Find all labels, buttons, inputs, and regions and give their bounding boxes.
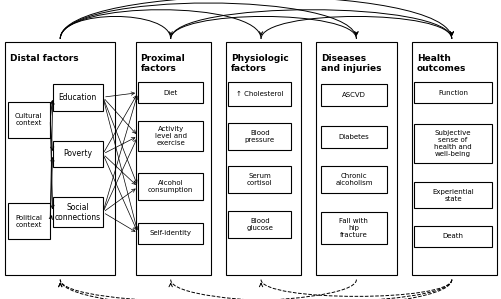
- Text: Subjective
sense of
health and
well-being: Subjective sense of health and well-bein…: [433, 130, 471, 157]
- Text: Proximal
factors: Proximal factors: [140, 54, 185, 73]
- FancyBboxPatch shape: [138, 121, 203, 151]
- Text: Serum
cortisol: Serum cortisol: [246, 173, 272, 186]
- FancyBboxPatch shape: [138, 173, 203, 200]
- FancyBboxPatch shape: [413, 182, 491, 208]
- FancyBboxPatch shape: [321, 166, 386, 193]
- Text: Alcohol
consumption: Alcohol consumption: [148, 180, 193, 193]
- Text: Political
context: Political context: [16, 215, 42, 228]
- FancyBboxPatch shape: [413, 226, 491, 247]
- FancyBboxPatch shape: [135, 42, 210, 275]
- Text: Distal factors: Distal factors: [10, 54, 79, 63]
- Text: Poverty: Poverty: [63, 150, 92, 158]
- FancyBboxPatch shape: [53, 141, 103, 167]
- Text: Self-identity: Self-identity: [149, 230, 191, 236]
- Text: ↑ Cholesterol: ↑ Cholesterol: [235, 91, 283, 97]
- FancyBboxPatch shape: [8, 102, 50, 138]
- Text: Education: Education: [59, 93, 97, 102]
- FancyBboxPatch shape: [228, 211, 291, 238]
- FancyBboxPatch shape: [411, 42, 496, 275]
- FancyBboxPatch shape: [225, 42, 301, 275]
- Text: Diabetes: Diabetes: [338, 134, 369, 140]
- FancyBboxPatch shape: [413, 124, 491, 163]
- FancyBboxPatch shape: [321, 212, 386, 244]
- Text: Death: Death: [442, 233, 462, 239]
- Text: Diseases
and injuries: Diseases and injuries: [321, 54, 381, 73]
- Text: Activity
level and
exercise: Activity level and exercise: [154, 126, 186, 146]
- FancyBboxPatch shape: [5, 42, 115, 275]
- Text: Physiologic
factors: Physiologic factors: [230, 54, 288, 73]
- FancyBboxPatch shape: [228, 166, 291, 193]
- Text: Fall with
hip
fracture: Fall with hip fracture: [339, 218, 368, 238]
- FancyBboxPatch shape: [53, 84, 103, 111]
- Text: Health
outcomes: Health outcomes: [416, 54, 465, 73]
- Text: Experiential
state: Experiential state: [431, 189, 473, 202]
- FancyBboxPatch shape: [8, 203, 50, 239]
- FancyBboxPatch shape: [413, 82, 491, 103]
- FancyBboxPatch shape: [228, 123, 291, 150]
- Text: Blood
glucose: Blood glucose: [246, 218, 273, 231]
- FancyBboxPatch shape: [321, 84, 386, 106]
- Text: Diet: Diet: [163, 90, 177, 96]
- Text: Blood
pressure: Blood pressure: [244, 129, 275, 143]
- Text: ASCVD: ASCVD: [341, 92, 365, 98]
- FancyBboxPatch shape: [228, 82, 291, 106]
- FancyBboxPatch shape: [53, 197, 103, 227]
- FancyBboxPatch shape: [138, 82, 203, 103]
- FancyBboxPatch shape: [138, 223, 203, 244]
- Text: Chronic
alcoholism: Chronic alcoholism: [335, 173, 372, 186]
- Text: Social
connections: Social connections: [55, 203, 101, 222]
- Text: Cultural
context: Cultural context: [15, 113, 43, 126]
- FancyBboxPatch shape: [316, 42, 396, 275]
- Text: Function: Function: [437, 90, 467, 96]
- FancyBboxPatch shape: [321, 126, 386, 148]
